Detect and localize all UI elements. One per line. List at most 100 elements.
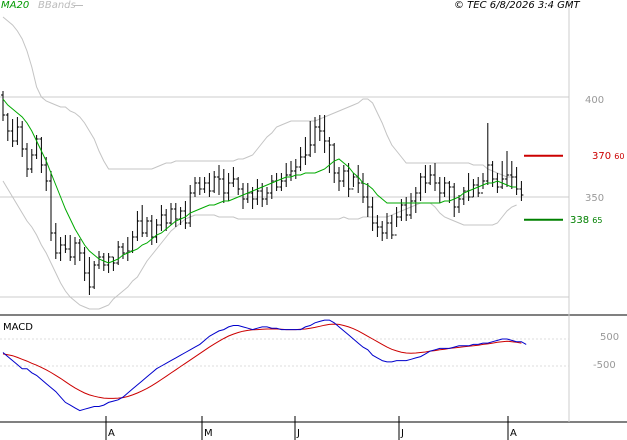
price-bar [346, 163, 351, 197]
price-bar [111, 256, 116, 271]
support-int: 338 [570, 215, 590, 226]
price-bar [207, 173, 212, 197]
ma20-line [2, 98, 517, 264]
price-bar [212, 171, 217, 193]
price-bar [519, 181, 524, 201]
price-bar [63, 235, 68, 253]
month-label: A [510, 428, 517, 439]
price-grid [0, 96, 569, 367]
price-bar [298, 147, 303, 171]
macd-axis-label-bottom: -500 [593, 360, 616, 371]
price-bar [433, 163, 437, 191]
price-bar [279, 173, 284, 191]
price-bar [375, 215, 380, 237]
price-bar [423, 165, 428, 193]
price-bar [308, 121, 313, 157]
price-bar [159, 205, 164, 231]
price-bar [361, 173, 365, 203]
price-bar [389, 215, 394, 239]
price-bar [394, 207, 399, 236]
month-label: J [401, 428, 404, 439]
price-bar [5, 113, 10, 141]
price-bar [255, 179, 260, 205]
macd-axis-label-top: 500 [600, 332, 620, 343]
support-dec: 65 [592, 216, 603, 225]
bb-lower-line [2, 180, 517, 310]
price-bar [73, 237, 77, 265]
price-bars [1, 91, 524, 295]
price-bar [317, 115, 322, 141]
price-bar [380, 221, 385, 241]
month-label: A [108, 428, 115, 439]
price-bar [77, 239, 82, 261]
price-bar [164, 209, 169, 231]
price-bar [269, 175, 274, 199]
price-bar [313, 117, 317, 153]
macd-signal-line [2, 323, 522, 399]
price-bar [471, 179, 476, 198]
price-bar [404, 197, 409, 221]
price-bar [1, 91, 5, 121]
price-bar [193, 177, 197, 197]
price-bar [25, 143, 29, 177]
price-bar [53, 223, 58, 259]
price-bar [284, 163, 289, 187]
price-bar [29, 149, 34, 173]
price-bar [173, 203, 178, 227]
price-bar [130, 231, 135, 253]
price-bar [116, 241, 121, 265]
macd-panel [2, 319, 527, 412]
price-bar [121, 243, 125, 259]
legend-ma20: MA20 [1, 0, 30, 11]
price-bar [293, 159, 298, 179]
price-bar [68, 235, 73, 261]
price-bar [125, 237, 130, 261]
resistance-dec: 60 [614, 152, 625, 161]
legend-bbands: BBands [38, 0, 76, 11]
price-bar [49, 171, 53, 241]
copyright-timestamp: © TEC 6/8/2026 3:4 GMT [454, 0, 580, 11]
levels [524, 154, 563, 221]
price-bar [92, 261, 97, 289]
price-bar [15, 117, 20, 145]
price-bar [241, 183, 245, 209]
price-bar [265, 187, 269, 205]
month-ticks [105, 416, 509, 440]
price-bar [461, 187, 466, 205]
month-label: M [204, 428, 213, 439]
price-bar [500, 161, 505, 189]
price-bar [183, 201, 188, 229]
price-bar [87, 257, 92, 295]
price-bar [135, 211, 140, 241]
price-bar [58, 237, 63, 261]
price-axis-label-bottom: 350 [585, 193, 605, 204]
price-bar [385, 213, 389, 239]
price-bar [226, 173, 231, 201]
resistance-label: 370 60 [592, 151, 624, 162]
price-bar [457, 195, 461, 213]
price-bar [20, 121, 25, 157]
price-bar [322, 115, 327, 153]
price-bar [351, 173, 356, 190]
price-bar [418, 173, 423, 201]
price-bar [485, 123, 490, 185]
price-bar [231, 167, 236, 187]
price-bar [154, 219, 159, 243]
price-bar [514, 167, 519, 195]
price-bar [481, 173, 485, 194]
price-bar [370, 197, 375, 231]
price-bar [509, 161, 514, 189]
price-bar [442, 177, 447, 197]
price-bar [236, 177, 241, 195]
price-bar [202, 177, 207, 193]
price-bar [44, 157, 49, 191]
price-bar [140, 205, 145, 237]
price-bar [221, 169, 226, 203]
chart-frame [0, 0, 627, 423]
price-bar [34, 135, 39, 159]
price-bar [413, 187, 418, 213]
price-bar [447, 181, 452, 203]
price-bar [82, 247, 87, 281]
price-bar [495, 173, 500, 193]
